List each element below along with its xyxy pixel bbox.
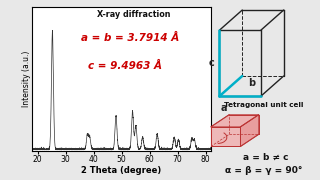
Polygon shape	[241, 115, 259, 147]
Text: Tetragonal unit cell: Tetragonal unit cell	[224, 102, 304, 108]
Text: a = b ≠ c: a = b ≠ c	[243, 152, 288, 161]
Text: α = β = γ = 90°: α = β = γ = 90°	[225, 166, 302, 175]
Text: a = b = 3.7914 Å: a = b = 3.7914 Å	[81, 33, 180, 43]
Text: a: a	[220, 103, 227, 112]
Text: c: c	[208, 58, 214, 68]
Y-axis label: Intensity (a.u.): Intensity (a.u.)	[22, 51, 31, 107]
Polygon shape	[211, 115, 259, 127]
Text: c = 9.4963 Å: c = 9.4963 Å	[88, 60, 162, 71]
Text: X-ray diffraction: X-ray diffraction	[97, 10, 171, 19]
Polygon shape	[211, 127, 241, 147]
Text: b: b	[248, 78, 256, 88]
X-axis label: 2 Theta (degree): 2 Theta (degree)	[82, 166, 162, 175]
